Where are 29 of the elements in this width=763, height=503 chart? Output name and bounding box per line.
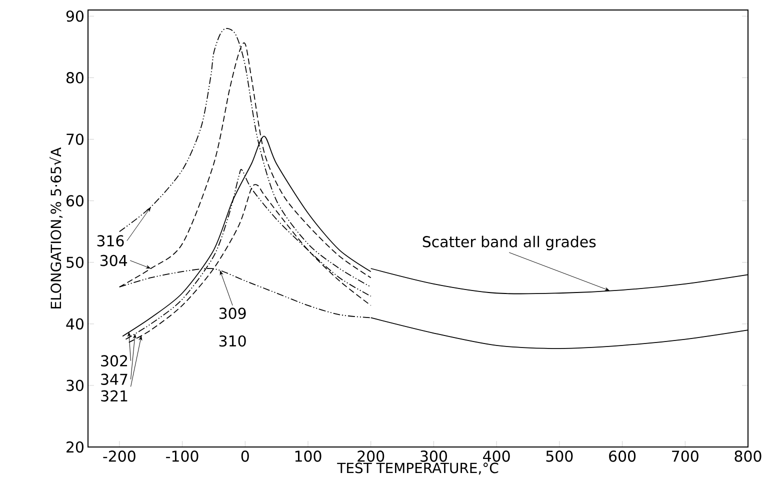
annotation: 309 — [219, 308, 246, 319]
y-tick-label: 20 — [66, 441, 84, 453]
y-tick-label: 40 — [66, 318, 84, 330]
x-tick-label: 600 — [609, 450, 636, 462]
annotation: 316 — [97, 235, 124, 246]
x-tick-label: 800 — [734, 450, 762, 462]
y-tick-label: 80 — [66, 72, 84, 84]
y-tick-label: 70 — [66, 134, 84, 145]
x-tick-label: 100 — [295, 450, 322, 462]
x-tick-label: 400 — [483, 450, 510, 462]
y-tick-label: 30 — [66, 380, 84, 392]
x-tick-label: -100 — [166, 450, 198, 462]
y-axis-title: ELONGATION,% 5·65√A — [50, 147, 63, 308]
annotation: 347 — [101, 374, 128, 385]
x-tick-label: 300 — [420, 450, 447, 462]
x-tick-label: 500 — [546, 450, 573, 462]
x-axis-title: TEST TEMPERATURE,°C — [337, 462, 498, 475]
x-tick-label: 700 — [672, 450, 698, 462]
annotation: 310 — [219, 335, 246, 347]
y-tick-label: 50 — [66, 256, 84, 268]
x-tick-label: -200 — [103, 450, 136, 462]
annotation: 321 — [101, 390, 128, 402]
annotation: Scatter band all grades — [422, 236, 596, 250]
x-tick-label: 200 — [358, 450, 384, 462]
y-tick-label: 60 — [66, 195, 84, 206]
x-tick-label: 0 — [241, 450, 249, 462]
annotation: 304 — [100, 254, 128, 266]
y-tick-label: 90 — [66, 10, 84, 22]
annotation: 302 — [101, 355, 127, 366]
